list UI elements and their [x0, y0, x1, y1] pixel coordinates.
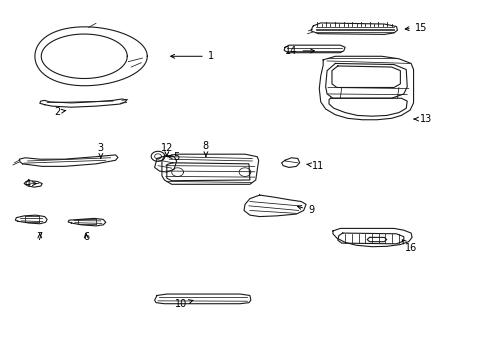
- Polygon shape: [333, 228, 412, 247]
- Text: 11: 11: [307, 161, 324, 171]
- Text: 9: 9: [297, 206, 314, 216]
- Polygon shape: [319, 56, 414, 120]
- Polygon shape: [68, 219, 106, 226]
- Polygon shape: [284, 45, 345, 53]
- Polygon shape: [329, 98, 407, 116]
- Text: 8: 8: [203, 141, 209, 157]
- Text: 10: 10: [175, 299, 193, 309]
- Polygon shape: [311, 23, 397, 35]
- Polygon shape: [326, 63, 407, 98]
- Text: 1: 1: [171, 51, 214, 61]
- Text: 3: 3: [98, 143, 104, 158]
- Polygon shape: [338, 233, 404, 244]
- Polygon shape: [155, 154, 161, 159]
- Polygon shape: [167, 163, 250, 181]
- Polygon shape: [367, 237, 387, 242]
- Text: 2: 2: [54, 107, 66, 117]
- Text: 13: 13: [414, 114, 432, 124]
- Polygon shape: [155, 294, 251, 304]
- Polygon shape: [151, 151, 165, 161]
- Text: 4: 4: [24, 179, 36, 189]
- Polygon shape: [35, 27, 147, 86]
- Text: 12: 12: [161, 143, 173, 156]
- Polygon shape: [19, 155, 118, 166]
- Polygon shape: [172, 168, 183, 176]
- Polygon shape: [239, 168, 251, 176]
- Text: 14: 14: [285, 46, 315, 56]
- Polygon shape: [15, 215, 47, 224]
- Polygon shape: [40, 99, 127, 107]
- Polygon shape: [244, 195, 306, 217]
- Polygon shape: [24, 181, 42, 187]
- Text: 6: 6: [83, 232, 89, 242]
- Text: 5: 5: [168, 152, 180, 162]
- Polygon shape: [332, 66, 400, 87]
- Polygon shape: [282, 158, 300, 167]
- Polygon shape: [155, 156, 176, 172]
- Text: 7: 7: [37, 232, 43, 242]
- Text: 15: 15: [405, 23, 427, 33]
- Polygon shape: [162, 154, 259, 184]
- Text: 16: 16: [402, 240, 417, 253]
